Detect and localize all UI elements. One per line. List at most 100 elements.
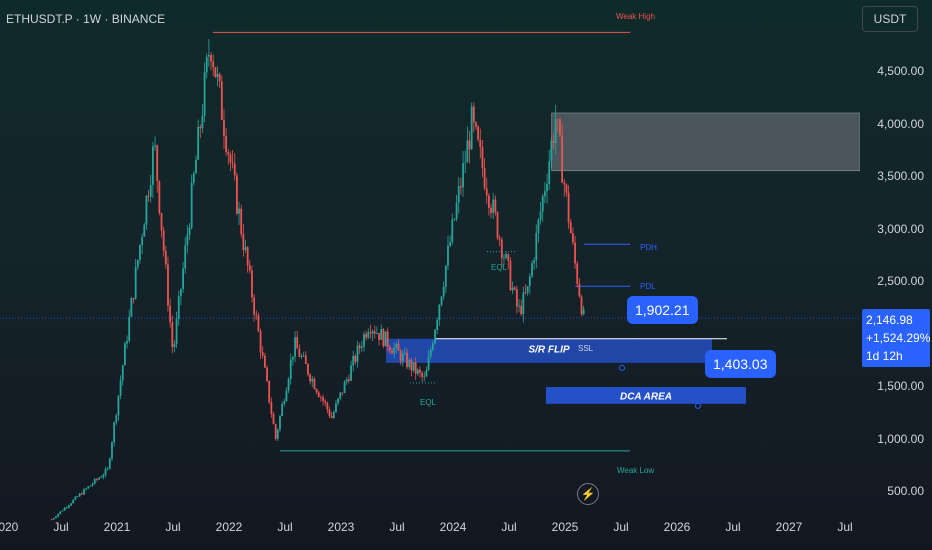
candle-body [561, 135, 564, 183]
candle-body [130, 298, 133, 317]
candle-body [419, 369, 421, 373]
candle-body [365, 334, 368, 338]
candle-body [582, 309, 585, 315]
candle-body [235, 175, 238, 214]
candle-body [216, 74, 219, 77]
candle-body [457, 186, 460, 203]
candle-body [421, 372, 424, 377]
candle-body [104, 469, 107, 476]
candle-body [173, 343, 176, 348]
candle-body [291, 356, 294, 360]
candle-body [500, 239, 503, 259]
y-tick-label: 3,500.00 [877, 169, 924, 183]
replay-icon[interactable]: ⚡ [577, 483, 599, 505]
currency-selector[interactable]: USDT [862, 6, 918, 32]
candle-body [436, 319, 439, 331]
candle-body [494, 199, 497, 213]
candle-body [444, 265, 447, 287]
candle-body [468, 140, 471, 150]
candle-body [261, 352, 264, 356]
candle-body [543, 191, 546, 197]
candle-body [505, 254, 508, 258]
candle-body [319, 396, 322, 398]
candle-body [386, 331, 389, 347]
candle-body [393, 347, 396, 354]
candle-body [270, 402, 273, 414]
candle-body [179, 289, 182, 297]
candle-body [72, 499, 75, 504]
candle-body [89, 485, 92, 487]
callout-dca-price[interactable]: 1,403.03 [705, 350, 776, 378]
candle-body [470, 106, 473, 150]
candle-body [162, 230, 165, 251]
candle-body [171, 322, 174, 348]
x-tick-label: 2021 [103, 520, 131, 534]
candle-body [397, 343, 400, 351]
candle-body [199, 127, 202, 129]
candle-body [145, 196, 148, 225]
x-tick-label: 2026 [663, 520, 691, 534]
ssl-label: SSL [578, 344, 594, 353]
candle-body [223, 119, 225, 136]
callout-anchor-dca [695, 402, 701, 409]
candle-body [378, 332, 380, 340]
candle-body [533, 260, 536, 264]
candle-body [354, 355, 357, 362]
candle-body [522, 292, 525, 315]
candle-body [332, 412, 335, 418]
candle-body [384, 331, 387, 347]
candle-body [85, 488, 88, 490]
x-tick-label: 2024 [439, 520, 467, 534]
candle-body [167, 264, 169, 306]
candle-body [442, 286, 445, 297]
candle-body [287, 378, 290, 391]
candle-body [520, 305, 523, 315]
candle-body [121, 365, 124, 381]
candle-body [429, 349, 432, 357]
x-tick-label: Jul [837, 520, 853, 534]
eql-bottom-label: EQL [420, 398, 437, 407]
candle-body [360, 346, 363, 349]
candle-body [115, 415, 118, 423]
candle-body [477, 126, 480, 140]
callout-sr-flip-price[interactable]: 1,902.21 [627, 296, 698, 324]
candle-body [294, 337, 296, 357]
x-tick-label: Jul [53, 520, 69, 534]
candle-body [296, 337, 299, 349]
candle-body [93, 479, 96, 484]
candle-body [511, 287, 514, 291]
candle-body [141, 236, 144, 245]
candle-body [210, 55, 212, 62]
pdh-label: PDH [640, 243, 657, 252]
y-tick-label: 1,000.00 [877, 431, 924, 446]
candle-body [91, 483, 94, 486]
x-tick-label: Jul [389, 520, 405, 534]
candle-body [412, 362, 415, 371]
x-tick-label: Jul [277, 520, 293, 534]
candle-body [472, 106, 475, 123]
candle-body [80, 493, 83, 495]
candle-body [367, 332, 370, 338]
candle-body [449, 242, 452, 246]
y-tick-label: 4,500.00 [877, 64, 924, 78]
candle-body [57, 513, 60, 517]
candle-body [371, 331, 374, 334]
candle-body [205, 56, 208, 73]
candle-body [576, 263, 579, 284]
candle-body [298, 348, 301, 357]
candle-body [238, 208, 240, 214]
candle-body [401, 353, 404, 362]
candle-body [184, 245, 187, 269]
candle-body [214, 67, 217, 77]
x-tick-label: 2023 [327, 520, 355, 534]
candle-body [83, 489, 85, 495]
price-axis[interactable]: 4,500.00 4,000.00 3,500.00 3,000.00 2,500.00… [860, 0, 932, 550]
candle-body [528, 276, 531, 287]
x-tick-label: 2020 [0, 520, 19, 534]
candle-body [569, 222, 572, 234]
price-chart[interactable] [0, 0, 860, 550]
symbol-title[interactable]: ETHUSDT.P · 1W · BINANCE [6, 12, 166, 26]
candle-body [358, 345, 361, 349]
candle-body [350, 365, 352, 381]
